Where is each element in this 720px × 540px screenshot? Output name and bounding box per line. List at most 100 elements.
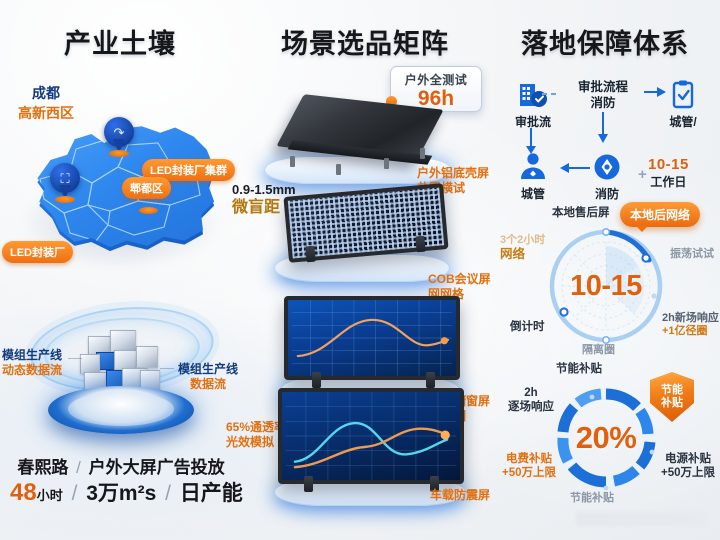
gauge-local-service-network[interactable]: 10-15 [542,222,670,350]
city-name: 成都 [32,85,60,101]
leader-line-right [160,368,174,369]
gauge2-label-line-2: 逐场响应 [508,401,554,414]
flow-arrow-left [560,163,590,173]
label-line-1: 车载防震屏 [430,488,491,502]
screen-leg [430,476,439,492]
product-vehicle-antishock-screen[interactable] [278,388,464,484]
panel-title-right: 落地保障体系 [521,29,689,59]
flow-node-label: 城管 [520,187,545,201]
stats-place: 春熙路 [17,458,69,477]
flow-plus-sign: + [638,166,647,183]
pin-tip [113,139,125,153]
panel-title-middle: 场景选品矩阵 [281,29,449,59]
gauge-label-line-1: 2h新场响应 [662,312,719,324]
flow-node-label: 城管/ [669,115,697,129]
pin-base [109,150,129,157]
map-tag-pidu[interactable]: 郫都区 [122,177,171,199]
gauge-label-line-1: 3个2小时 [500,234,546,246]
caption-module-line-right: 模组生产线 数据流 [178,362,238,392]
stats-separator: / [76,458,81,477]
screen-leg [426,372,435,388]
pin-base [139,207,158,214]
screen-leg [305,245,316,263]
map-tag-led-cluster[interactable]: LED封装厂集群 [142,159,235,181]
stats-service: 户外大屏广告投放 [88,458,225,477]
flow-node-approval[interactable]: 审批流 [504,78,562,130]
product-transparent-window-screen[interactable] [284,296,460,380]
badge-local-network[interactable]: 本地后网络 [620,202,701,232]
panel-industry-soil: 产业土壤 ↷ [0,0,243,540]
label-vehicle-right: 车载防震屏 [430,488,490,503]
gauge2-label-line-1: 电费补贴 [506,453,552,465]
gauge2-label-left-lower: 电费补贴 +50万上限 [492,452,566,480]
panel-landing-guarantee: 落地保障体系 审批流 审批流程 消防 [490,0,720,540]
stats-row-1: 春熙路 / 户外大屏广告投放 [10,458,232,477]
gauge-label-right-lower: 2h新场响应 +1亿径圈 [662,312,719,339]
gauge-label-bottom-left: 倒计时 [510,321,545,333]
map-tag-led-factory[interactable]: LED封装厂 [2,241,73,263]
stats-area: 3万m²s [86,482,157,506]
label-transparency-left: 65%通透率 光效模拟 [226,420,286,450]
gauge-center-value: 20% [575,420,637,455]
flow-mid-line-1: 审批流程 [577,80,628,94]
caption-module-line-left: 模组生产线 动态数据流 [2,348,62,378]
screen-waveform-chart [292,300,452,376]
flow-node-label: 消防 [594,187,619,201]
label-line-1: 户外铝底壳屏 [417,166,490,180]
fire-safety-icon [590,150,624,184]
label-pitch-left: 0.9-1.5mm 微盲距 [232,182,296,218]
stats-capacity: 日产能 [179,482,243,506]
flow-arrow-right-1 [644,87,666,97]
pin-base [55,196,75,203]
stats-hours-unit: 小时 [36,488,63,504]
shield-line-1: 节能 [661,384,683,397]
gauge-label-right-upper: 振荡试试 [670,248,714,260]
gauge2-label-bottom: 节能补贴 [570,492,614,504]
gauge2-label-line-1: 2h [524,387,538,399]
gauge-energy-subsidy[interactable]: 20% [548,380,664,496]
pin-head: ⛶ [50,163,80,193]
label-line-1: 0.9-1.5mm [232,182,296,197]
badge-value: 96h [417,87,455,110]
gauge-label-line-2: 网络 [500,247,526,262]
gauge2-label-line-2: +50万上限 [501,467,556,480]
gauge-label-line-2: +1亿径圈 [662,325,708,338]
district-name: 高新西区 [18,105,74,121]
gauge2-label-top: 节能补贴 [556,363,602,375]
map-pin-pidu[interactable] [138,191,160,217]
watermark [576,512,706,526]
stats-separator-3: / [165,482,171,506]
stats-block: 春熙路 / 户外大屏广告投放 48小时 / 3万m²s / 日产能 [10,458,243,507]
gauge-donut-svg [556,388,656,491]
stats-separator-2: / [71,482,78,506]
stats-hours-value: 48 [10,479,37,507]
panel-title-left: 产业土壤 [64,29,176,59]
flow-arrow-down-left [526,128,536,154]
gauge-radar-svg [549,228,663,345]
flow-node-fire-safety[interactable]: 消防 [578,150,636,202]
approval-flow-diagram: 审批流 审批流程 消防 城管/ [498,78,712,201]
badge-outdoor-test[interactable]: 户外全测试 96h [386,66,482,112]
gauge2-label-left-upper: 2h 逐场响应 [502,386,560,414]
chengdu-map: ↷ ⛶ 成都 高新西区 LED封装厂集群 LED封装厂 郫都区 [2,85,235,285]
flow-node-urban-mgmt[interactable]: 城管 [504,150,562,202]
map-pin-factory[interactable]: ⛶ [50,163,80,203]
map-district-lines [39,140,201,242]
gauge-center-value: 10-15 [570,269,642,302]
label-line-1: COB会议屏 [428,272,491,286]
map-pin-chengdu[interactable]: ↷ [104,117,134,157]
flow-duration-unit: 工作日 [650,175,687,189]
refresh-arrow-icon: ↷ [113,124,125,140]
screen-dual-waveform-chart [285,392,457,480]
flow-duration: 10-15 工作日 [648,156,689,190]
caption-line-1: 模组生产线 [177,362,238,376]
clipboard-check-icon [666,78,700,112]
shield-line-2: 补贴 [661,397,683,409]
product-aluminium-panel[interactable] [268,94,446,176]
badge-title: 户外全测试 [404,73,468,87]
screen-leg [415,235,426,253]
label-line-1: 65%通透率 [226,420,287,434]
flow-node-urban-mgmt-doc[interactable]: 城管/ [654,78,712,130]
podium-disc-inner [68,392,174,426]
officer-person-icon [516,150,550,184]
